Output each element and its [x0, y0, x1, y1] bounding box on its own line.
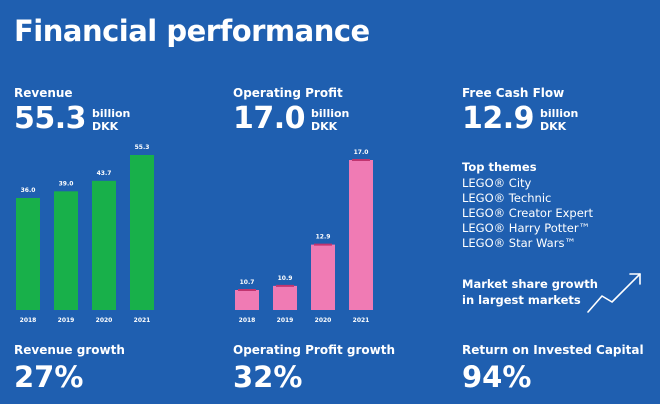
revenue-label: Revenue [14, 86, 73, 100]
operating-profit-label: Operating Profit [233, 86, 343, 100]
roic-label: Return on Invested Capital [462, 343, 644, 357]
x-tick-label: 2018 [20, 317, 37, 324]
operating-profit-metric: Operating Profit 17.0 billion DKK [233, 86, 349, 134]
revenue-unit: billion DKK [92, 107, 130, 133]
market-share-line2: in largest markets [462, 293, 581, 307]
operating-profit-unit-line1: billion [311, 107, 350, 120]
roic: Return on Invested Capital 94% [462, 343, 644, 393]
bar-2018 [16, 198, 40, 310]
bar-value-label: 43.7 [97, 170, 112, 177]
x-tick-label: 2019 [58, 317, 75, 324]
bar-value-label: 55.3 [135, 144, 150, 151]
theme-item: LEGO® Harry Potter™ [462, 221, 591, 235]
operating-profit-value: 17.0 [233, 101, 306, 136]
bar-2019 [273, 285, 297, 310]
x-tick-label: 2021 [353, 317, 370, 324]
free-cash-flow-unit-line2: DKK [540, 120, 567, 133]
operating-profit-unit-line2: DKK [311, 120, 338, 133]
bar-value-label: 10.9 [278, 275, 293, 282]
operating-profit-unit: billion DKK [311, 107, 349, 133]
trend-up-arrow-icon [587, 273, 641, 313]
revenue-chart: 36.0 2018 39.0 2019 43.7 2020 55.3 2021 [14, 130, 164, 330]
operating-profit-growth-label: Operating Profit growth [233, 343, 395, 357]
revenue-value: 55.3 [14, 101, 87, 136]
revenue-unit-line2: DKK [92, 120, 119, 133]
x-tick-label: 2020 [315, 317, 332, 324]
free-cash-flow-unit-line1: billion [540, 107, 579, 120]
revenue-bar-chart: 36.0 2018 39.0 2019 43.7 2020 55.3 2021 [16, 144, 154, 324]
bar-2021 [130, 155, 154, 310]
bar-value-label: 39.0 [59, 180, 74, 187]
bar-value-label: 12.9 [316, 234, 331, 241]
revenue-metric: Revenue 55.3 billion DKK [14, 86, 130, 134]
revenue-unit-line1: billion [92, 107, 131, 120]
free-cash-flow-unit: billion DKK [540, 107, 578, 133]
bar-value-label: 17.0 [354, 149, 369, 156]
operating-profit-bar-chart: 10.7 2018 10.9 2019 12.9 2020 17.0 2021 [235, 149, 373, 324]
free-cash-flow-metric: Free Cash Flow 12.9 billion DKK [462, 86, 578, 134]
roic-value: 94% [462, 360, 532, 394]
theme-item: LEGO® Star Wars™ [462, 236, 576, 250]
top-themes: Top themes LEGO® City LEGO® Technic LEGO… [462, 160, 593, 251]
revenue-growth: Revenue growth 27% [14, 343, 125, 393]
x-tick-label: 2019 [277, 317, 294, 324]
theme-item: LEGO® Technic [462, 191, 552, 205]
operating-profit-growth: Operating Profit growth 32% [233, 343, 395, 393]
operating-profit-chart: 10.7 2018 10.9 2019 12.9 2020 17.0 2021 [233, 130, 383, 330]
operating-profit-growth-value: 32% [233, 360, 303, 394]
bar-2020 [92, 180, 116, 310]
market-share-text: Market share growth in largest markets [462, 276, 598, 308]
bar-2018 [235, 290, 259, 310]
revenue-growth-label: Revenue growth [14, 343, 125, 357]
bar-2020 [311, 244, 335, 310]
x-tick-label: 2021 [134, 317, 151, 324]
market-share-line1: Market share growth [462, 277, 598, 291]
free-cash-flow-value: 12.9 [462, 101, 535, 136]
bar-value-label: 36.0 [21, 187, 36, 194]
revenue-growth-value: 27% [14, 360, 84, 394]
x-tick-label: 2020 [96, 317, 113, 324]
top-themes-title: Top themes [462, 160, 537, 174]
bar-value-label: 10.7 [240, 279, 255, 286]
free-cash-flow-label: Free Cash Flow [462, 86, 565, 100]
theme-item: LEGO® City [462, 176, 532, 190]
page-title: Financial performance [14, 14, 370, 48]
theme-item: LEGO® Creator Expert [462, 206, 594, 220]
bar-2019 [54, 191, 78, 310]
bar-2021 [349, 160, 373, 310]
x-tick-label: 2018 [239, 317, 256, 324]
